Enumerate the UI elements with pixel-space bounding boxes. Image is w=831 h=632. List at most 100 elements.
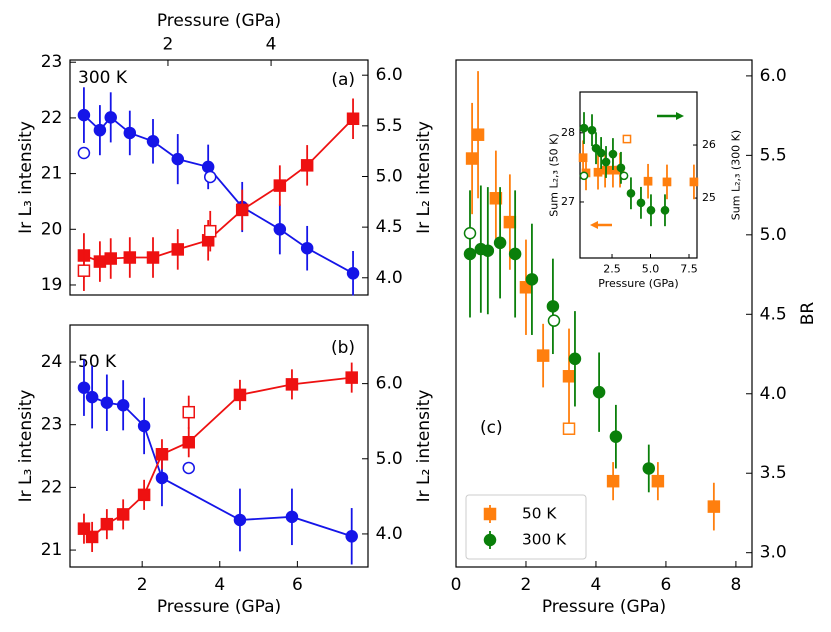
axes-frame [69,324,369,568]
legend-label: 300 K [522,531,567,549]
y-axis-label: Sum L₂,₃ (50 K) [548,133,561,216]
marker [579,171,589,181]
marker [123,126,137,140]
x-tick-label: 2.5 [603,263,621,276]
y-tick-label: 4.0 [760,384,787,404]
marker [285,510,299,524]
y-tick-label: 6.0 [376,65,403,85]
marker [483,507,497,521]
y-tick-label: 5.0 [376,166,403,186]
marker [660,205,670,215]
marker [546,300,560,313]
y-tick-label: 6.0 [760,66,787,86]
y-tick-label: 24 [41,352,63,372]
x-tick-label: 4 [214,575,225,595]
marker [662,177,672,187]
y-tick-label: 4.0 [376,268,403,288]
marker [609,430,623,443]
x-axis-label: Pressure (GPa) [542,597,666,617]
y-tick-label: 23 [41,52,63,72]
marker [285,378,299,391]
marker [536,349,550,362]
y-tick-label: 20 [41,219,63,239]
plot-area [70,325,368,567]
x-tick-label: 2 [521,575,532,595]
marker [104,252,117,265]
y-axis-label: Ir L₂ intensity [414,121,434,234]
annotation: (a) [331,70,355,90]
annotation: (c) [480,418,503,438]
marker [203,170,217,184]
marker [503,215,517,229]
marker [116,508,130,521]
x-axis-label: Pressure (GPa) [157,11,281,31]
marker [300,241,314,255]
marker [123,251,137,264]
y-tick-label: 5.5 [760,145,787,165]
marker [182,435,195,449]
marker [77,108,91,122]
marker [596,148,606,158]
x-tick-label: 2 [163,35,174,55]
y-tick-label: 25 [702,191,716,204]
y-axis-label: Ir L₃ intensity [16,121,36,234]
marker [562,370,576,383]
axes-frame [455,59,753,568]
x-tick-label: 6 [661,575,672,595]
marker [481,244,495,257]
marker [471,128,485,141]
marker [93,255,107,268]
series-line [83,376,352,539]
marker [463,247,477,261]
marker [146,251,160,264]
y-tick-label: 22 [41,477,63,497]
marker [233,513,247,527]
x-tick-label: 8 [730,575,741,595]
y-axis-label: BR [798,302,818,326]
marker [182,461,195,475]
marker [493,236,507,250]
marker [646,205,656,215]
marker [592,385,606,399]
marker [525,273,539,286]
y-tick-label: 5.0 [760,225,787,245]
marker [651,474,665,488]
marker [203,224,217,238]
y-axis-label: Ir L₃ intensity [16,390,36,503]
marker [100,396,114,409]
marker [345,371,358,384]
x-tick-label: 5.0 [642,263,660,276]
panel: 2 4 Pressure (GPa) 19 20 21 22 23 Ir L₃ intensit… [16,11,434,296]
marker [591,143,601,153]
y-tick-label: 4.5 [760,304,787,324]
y-tick-label: 27 [561,195,575,208]
marker [171,243,185,256]
marker [636,198,646,208]
marker [463,226,477,240]
y-tick-label: 21 [41,164,63,184]
x-tick-label: 4 [266,35,277,55]
y-tick-label: 5.5 [376,116,403,136]
marker [619,171,629,181]
marker [345,530,358,543]
marker [606,474,620,488]
y-tick-label: 21 [41,540,63,560]
marker [689,177,699,187]
y-tick-label: 4.0 [376,524,403,544]
marker [171,152,185,166]
marker [104,111,117,124]
y-tick-label: 22 [41,108,63,128]
x-tick-label: 2 [137,575,148,595]
marker [600,165,610,175]
y-tick-label: 23 [41,415,63,435]
marker [146,135,160,148]
marker [608,149,618,159]
y-tick-label: 26 [702,138,716,151]
y-axis-label: Sum L₂,₃ (300 K) [730,130,743,220]
marker [616,163,626,173]
marker [547,314,561,327]
axes-frame [69,59,369,296]
marker [346,267,360,280]
